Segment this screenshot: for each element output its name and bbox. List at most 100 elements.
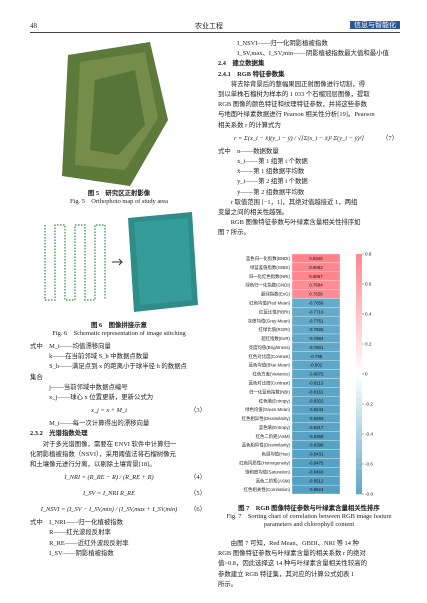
colorbar-segment	[356, 302, 362, 309]
text-line: I_SV,max、I_SV,min——阴影植被指数最大值和最小值	[218, 50, 389, 58]
cell-value: -0.7901	[309, 345, 324, 350]
colorbar-segment	[356, 344, 362, 351]
text-line: 式中 M_t——均值漂移向量	[30, 343, 111, 350]
text-line: RGB 图像的颜色特征和纹理特征参数，并将这些参数	[218, 101, 367, 109]
cell-value: -0.8317	[309, 425, 324, 430]
stitching-diagram	[44, 212, 198, 312]
colorbar-segment	[356, 380, 362, 387]
colorbar-segment	[356, 356, 362, 363]
cell-value: -0.8075	[309, 372, 324, 377]
colorbar-tick-label: 0.8	[365, 252, 372, 257]
row-label: 饱和度均值(Saturation)	[245, 468, 290, 475]
text-line: 与地面叶绿素数据进行 Pearson 相关性分析[19]。Pearson	[218, 111, 375, 119]
figure-caption: Fig. 5 Orthophoto map of study area	[70, 198, 168, 205]
row-label: 红色熵(Entropy)	[259, 397, 291, 404]
row-label: 红色相异性(Dissimilarity)	[242, 415, 291, 422]
section-heading: 2.4 建立数据集	[218, 60, 265, 68]
colorbar-tick-label: -0.8	[365, 492, 373, 497]
row-label: 蓝色二阶矩(ASM)	[256, 477, 291, 484]
text-line: x̄——第 1 组数据平均数	[218, 168, 305, 176]
text-line: M_t——每一次计算得出的漂移向量	[30, 420, 150, 428]
cell-value: -0.7751	[309, 318, 324, 323]
cell-value: -0.8244	[309, 407, 324, 412]
colorbar-segment	[356, 470, 362, 477]
text-line: 参数建立 RGB 特征集，其对应的计算公式如表 1	[218, 570, 355, 578]
cell-value: -0.8524	[309, 487, 324, 492]
equation-number: （5）	[190, 490, 206, 498]
cell-value: -0.8512	[309, 478, 324, 483]
cell-value: -0.7825	[309, 327, 324, 332]
text-line: 式中 n——数据数量	[218, 147, 279, 155]
section-heading: 2.3.2 光谱指数处理	[30, 430, 88, 438]
text-line: 到以单株石榴树为样本的 1 033 个石榴冠层图像，提取	[218, 91, 370, 98]
colorbar-tick-label: -0.4	[365, 432, 373, 437]
text-line: 值>0.8，因此选择这 14 种与叶绿素含量相关性较高的	[218, 560, 367, 568]
colorbar-tick-label: 0.6	[365, 282, 372, 287]
colorbar-segment	[356, 386, 362, 393]
cell-value: 0.7658	[309, 292, 323, 297]
cell-value: -0.7658	[309, 300, 324, 305]
cell-value: -0.8396	[309, 443, 324, 448]
figure-caption: Fig. 7 Sorting chart of correlation betw…	[226, 513, 392, 520]
row-label: 绿色均值(Green Mean)	[245, 406, 290, 413]
formula: I_NSVI = (I_SV − I_SV,min) / (I_SV,max +…	[40, 506, 178, 514]
row-label: 红色对比度(Contrast)	[249, 353, 291, 360]
colorbar-segment	[356, 278, 362, 285]
colorbar-segment	[356, 422, 362, 429]
text-line: S_h——满足点到 x 的距离小于球半径 h 的数据点	[30, 363, 187, 371]
text-line: r 取值范围 [−1，1]，其绝对值越接近 1，两组	[218, 198, 358, 206]
text-line: R——红光波段反射率	[30, 529, 111, 537]
section-heading: 2.4.1 RGB 特征参数集	[218, 70, 285, 78]
colorbar-segment	[356, 392, 362, 399]
cell-value: -0.8161	[309, 389, 324, 394]
formula: I_NRI = (R_RE − R) / (R_RE + R)	[64, 474, 154, 482]
row-label: 红色均值(Red Mean)	[249, 299, 290, 306]
colorbar-segment	[356, 266, 362, 273]
cell-value: -0.802	[310, 363, 323, 368]
colorbar-segment	[356, 452, 362, 459]
colorbar-segment	[356, 350, 362, 357]
equation-number: （6）	[190, 506, 206, 514]
colorbar-segment	[356, 374, 362, 381]
formula: r = Σ(x_i − x̄)(y_i − ȳ) / √[Σ(x_i − x̄)…	[234, 134, 364, 142]
colorbar-segment	[356, 326, 362, 333]
row-label: 色调均值(Hue)	[261, 451, 290, 458]
text-line: 将去除背景后的整幅果园正射图像进行切割，得	[218, 80, 365, 88]
text-line: 所示。	[218, 580, 238, 588]
text-line: 相关系数 r 的计算式为	[218, 121, 281, 129]
row-label: 红绿比值(RGRI)	[259, 326, 291, 333]
page-number: 48	[30, 22, 37, 30]
colorbar-tick-label: -0.2	[365, 402, 373, 407]
cell-value: -0.8493	[309, 469, 324, 474]
text-line: 对于多光谱图像，需要在 ENVI 软件中计算归一	[30, 440, 177, 448]
equation-number: （4）	[190, 474, 206, 482]
journal-name: 农业工程	[195, 22, 223, 30]
row-label: 蓝色均值(Blue Mean)	[249, 362, 291, 369]
colorbar-segment	[356, 476, 362, 483]
text-line: k——在当前邻域 S_h 中数据点数量	[30, 353, 149, 361]
figure-caption: parameters and chlorophyll content	[263, 521, 355, 528]
row-label: 红色同质性(Homogeneity)	[239, 459, 290, 466]
cell-value: -0.798	[310, 354, 323, 359]
row-label: 绿色归一化指数(GNDI)	[245, 282, 290, 289]
cell-value: 0.7684	[309, 283, 323, 288]
text-line: 式中 I_NRI——归一化植被指数	[30, 519, 124, 527]
row-label: 归一化蓝色指数(NBI)	[249, 388, 291, 395]
equation-number: （7）	[382, 134, 398, 142]
text-line: x_j——球心 x 位置更新，更新公式为	[30, 394, 154, 401]
formula: x_j = x + M_t	[91, 407, 127, 415]
colorbar-segment	[356, 320, 362, 327]
row-label: 红蓝比值(RBRI)	[259, 308, 291, 315]
colorbar-segment	[356, 362, 362, 369]
text-line: 和土壤像元进行分离，以剔除土壤背景[18]。	[30, 461, 156, 468]
colorbar-segment	[356, 368, 362, 375]
colorbar-tick-label: -0.6	[365, 462, 373, 467]
cell-value: -0.7716	[309, 309, 324, 314]
colorbar-segment	[356, 488, 362, 495]
colorbar-segment	[356, 296, 362, 303]
row-label: 归一化红色指数(NRI)	[249, 273, 291, 280]
colorbar-segment	[356, 404, 362, 411]
cell-value: -0.8431	[309, 452, 324, 457]
text-line: y_i——第 2 组第 i 个数据	[218, 178, 308, 186]
colorbar-segment	[356, 464, 362, 471]
